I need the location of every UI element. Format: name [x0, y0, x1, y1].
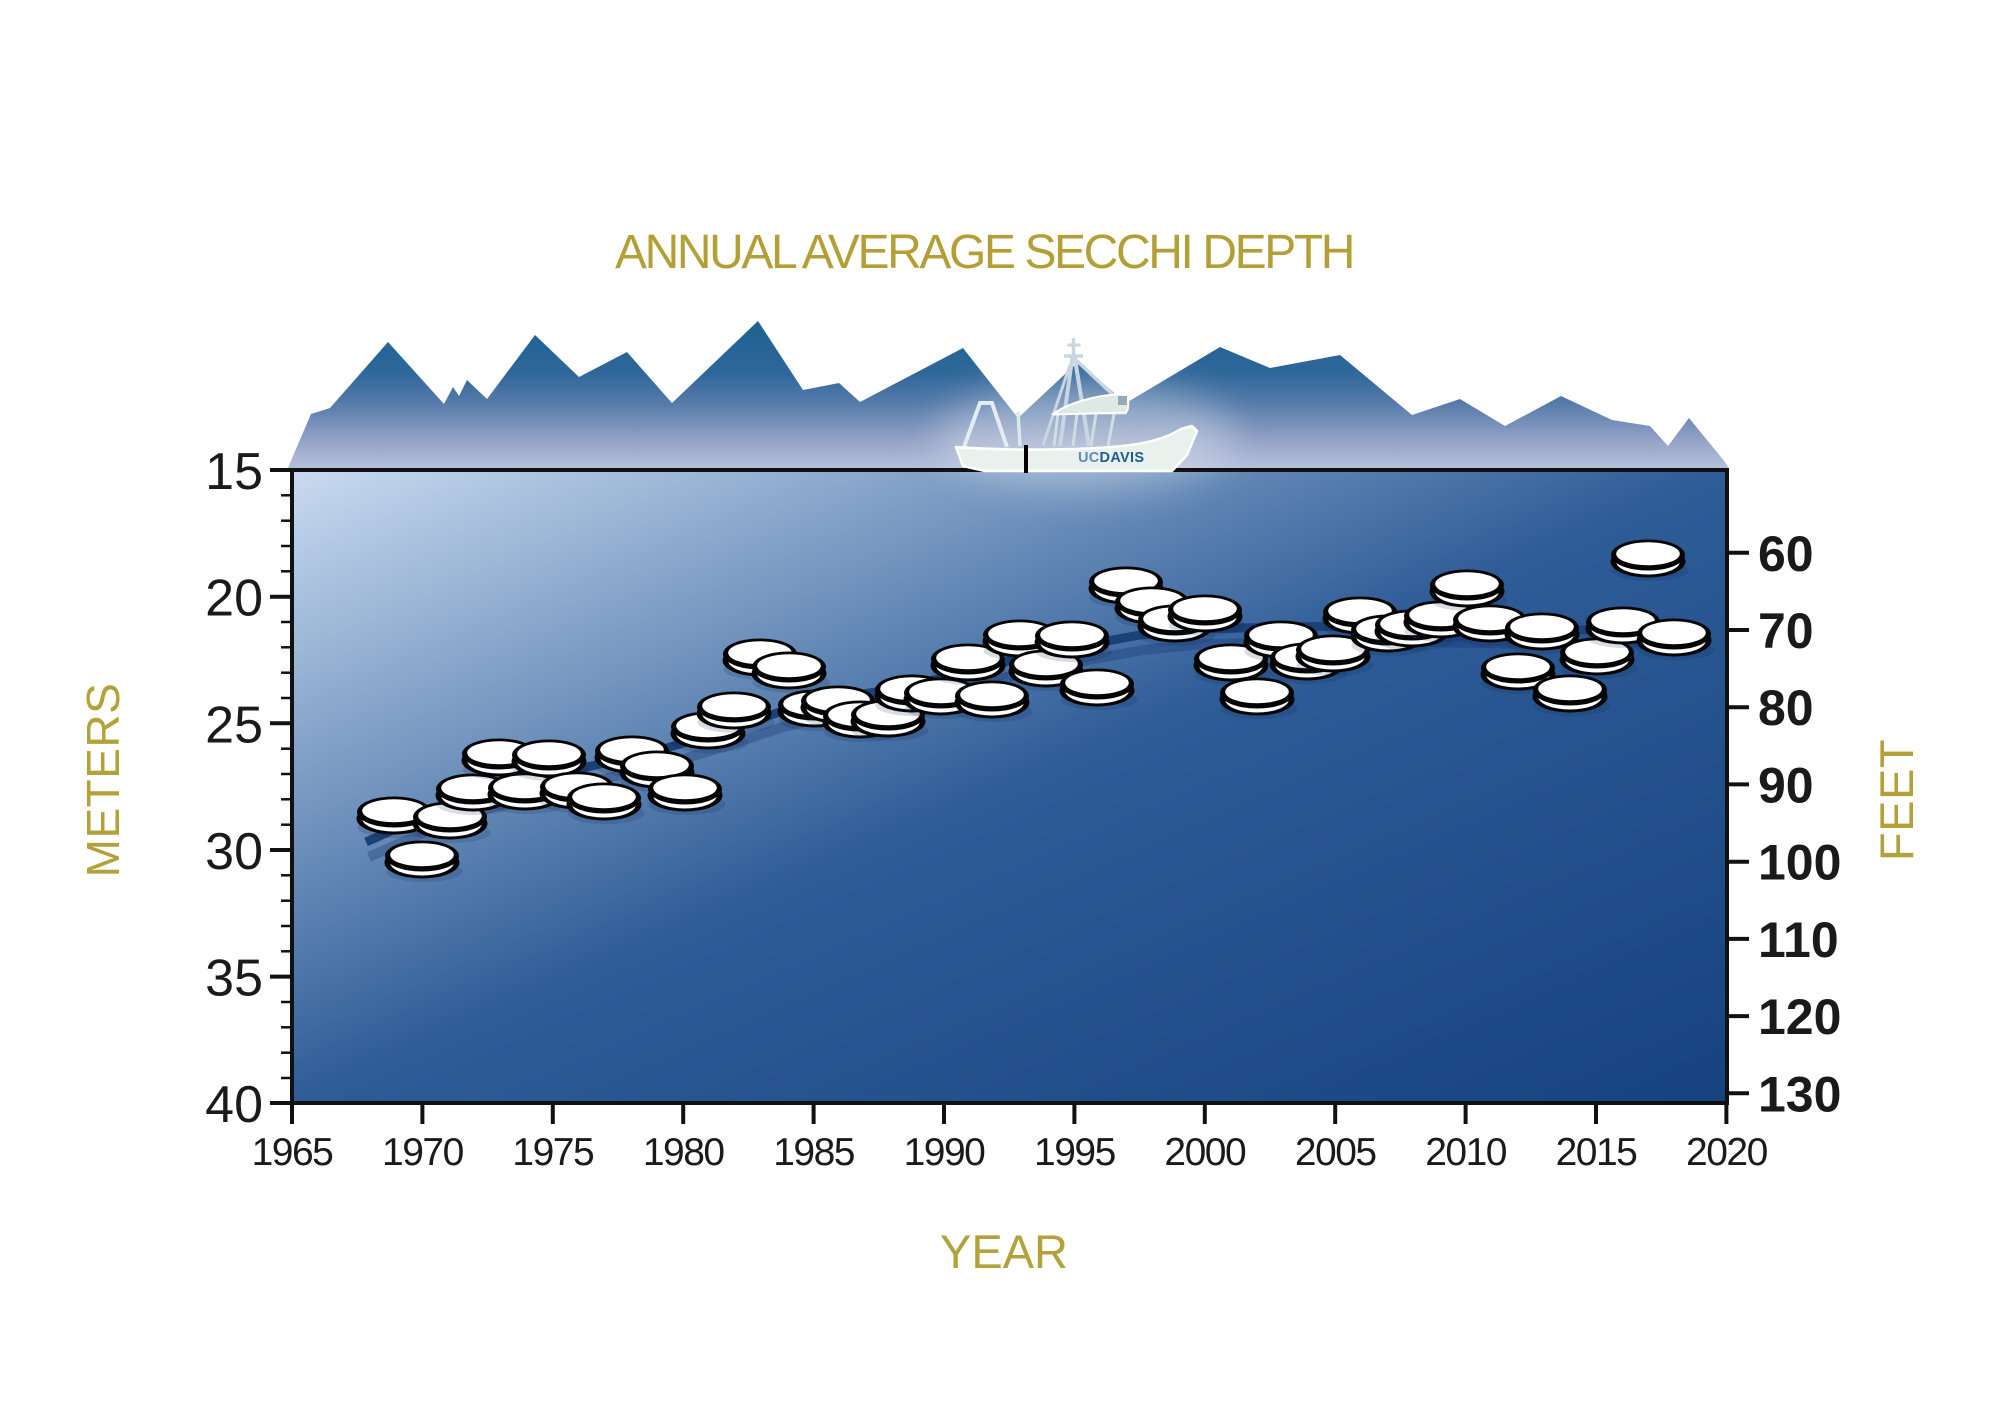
svg-text:UCDAVIS: UCDAVIS — [1078, 450, 1144, 466]
svg-text:1980: 1980 — [643, 1131, 725, 1174]
svg-text:FEET: FEET — [1870, 739, 1923, 861]
svg-text:YEAR: YEAR — [940, 1225, 1068, 1278]
svg-text:70: 70 — [1758, 603, 1814, 659]
svg-text:40: 40 — [205, 1076, 263, 1134]
svg-text:35: 35 — [205, 950, 263, 1008]
svg-text:60: 60 — [1758, 526, 1814, 582]
svg-text:1990: 1990 — [904, 1131, 986, 1174]
svg-text:1970: 1970 — [382, 1131, 464, 1174]
svg-text:80: 80 — [1758, 680, 1814, 736]
svg-text:2020: 2020 — [1686, 1131, 1768, 1174]
svg-text:2010: 2010 — [1425, 1131, 1507, 1174]
svg-text:1995: 1995 — [1034, 1131, 1116, 1174]
svg-text:2015: 2015 — [1556, 1131, 1638, 1174]
svg-text:110: 110 — [1758, 912, 1839, 968]
svg-text:20: 20 — [205, 570, 263, 628]
svg-text:90: 90 — [1758, 757, 1814, 813]
svg-text:1985: 1985 — [773, 1131, 855, 1174]
svg-text:1965: 1965 — [252, 1131, 334, 1174]
svg-text:30: 30 — [205, 823, 263, 881]
svg-text:METERS: METERS — [77, 683, 129, 878]
svg-text:ANNUAL AVERAGE SECCHI DEPTH: ANNUAL AVERAGE SECCHI DEPTH — [615, 226, 1353, 279]
svg-text:2000: 2000 — [1164, 1131, 1246, 1174]
svg-text:120: 120 — [1758, 989, 1841, 1045]
svg-text:2005: 2005 — [1295, 1131, 1377, 1174]
svg-text:1975: 1975 — [512, 1131, 594, 1174]
svg-text:130: 130 — [1758, 1066, 1841, 1122]
svg-text:100: 100 — [1758, 835, 1841, 891]
svg-text:15: 15 — [205, 443, 263, 501]
svg-text:25: 25 — [205, 696, 263, 754]
